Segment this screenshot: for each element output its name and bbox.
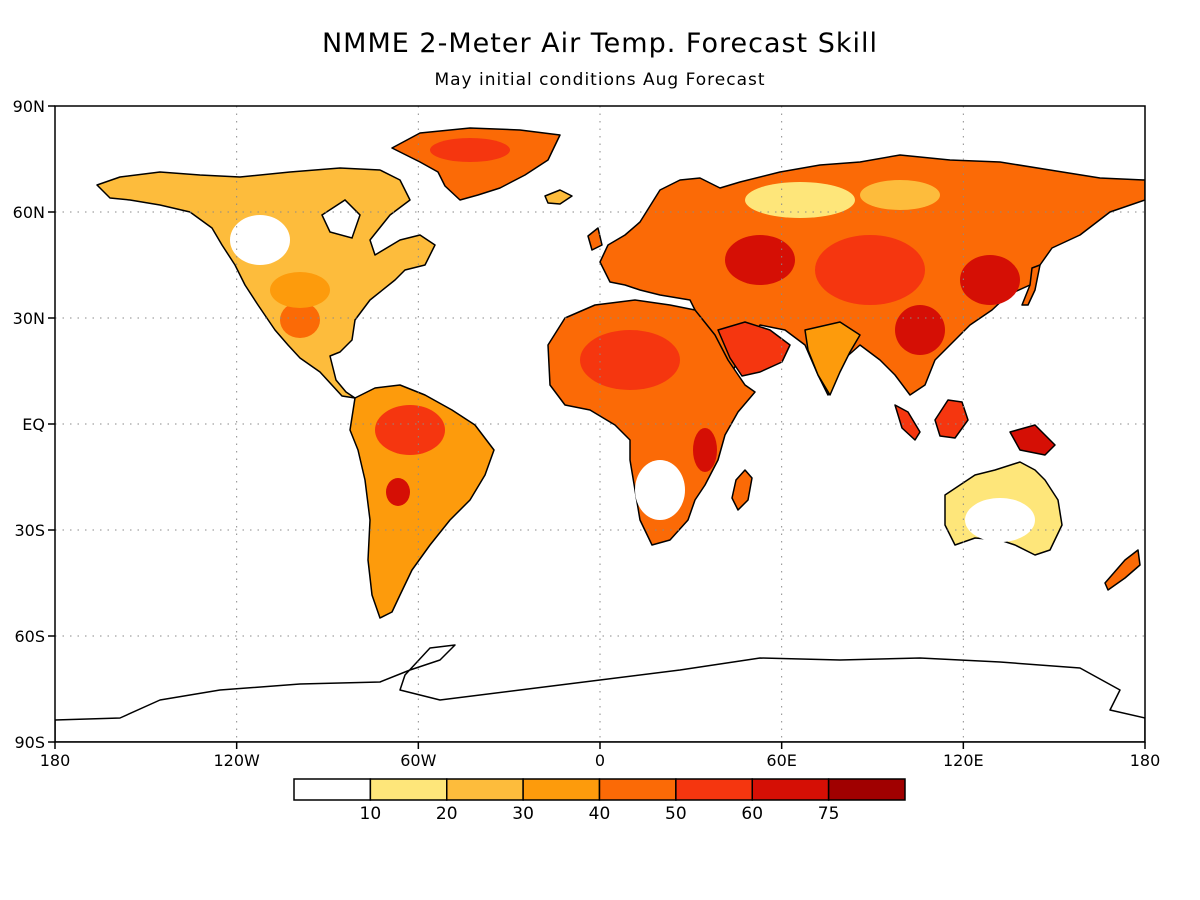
map-title: NMME 2-Meter Air Temp. Forecast Skill <box>321 28 879 59</box>
landmass-borneo <box>934 399 969 439</box>
colorbar: 10 20 30 40 50 60 75 <box>293 778 906 824</box>
landmass-antarctica <box>55 644 1145 742</box>
colorbar-swatch <box>751 778 830 801</box>
skill-hotspots <box>230 138 1035 542</box>
landmass-british-isles <box>587 227 603 251</box>
colorbar-label: 50 <box>665 804 687 824</box>
lat-tick-label: EQ <box>22 415 45 434</box>
longitude-axis: 180 120W 60W 0 60E 120E 180 <box>40 742 1161 770</box>
colorbar-swatch <box>369 778 448 801</box>
skill-field <box>55 127 1145 742</box>
colorbar-label: 30 <box>512 804 534 824</box>
map-subtitle: May initial conditions Aug Forecast <box>434 70 766 90</box>
colorbar-swatch <box>827 778 906 801</box>
lat-tick-label: 60S <box>14 627 45 646</box>
lon-tick-label: 180 <box>40 751 71 770</box>
landmass-new-zealand <box>1104 549 1141 591</box>
colorbar-label: 10 <box>360 804 382 824</box>
colorbar-swatch <box>522 778 601 801</box>
lat-tick-label: 90N <box>13 97 45 116</box>
hudson-bay <box>321 199 361 239</box>
colorbar-label: 20 <box>436 804 458 824</box>
landmass-japan <box>1021 264 1041 306</box>
landmass-iceland <box>544 189 573 205</box>
colorbar-label: 60 <box>741 804 763 824</box>
colorbar-swatch <box>598 778 677 801</box>
lon-tick-label: 60W <box>400 751 436 770</box>
lon-tick-label: 0 <box>595 751 605 770</box>
lon-tick-label: 180 <box>1130 751 1161 770</box>
colorbar-label: 40 <box>589 804 611 824</box>
colorbar-swatch <box>675 778 753 801</box>
landmass-madagascar <box>731 469 753 511</box>
landmass-india <box>804 321 861 396</box>
graticule <box>55 106 1145 742</box>
colorbar-label: 75 <box>818 804 840 824</box>
lat-tick-label: 30N <box>13 309 45 328</box>
lon-tick-label: 120E <box>943 751 984 770</box>
lat-tick-label: 60N <box>13 203 45 222</box>
lon-tick-label: 60E <box>766 751 796 770</box>
lat-tick-label: 30S <box>14 521 45 540</box>
landmass-new-guinea <box>1009 424 1056 456</box>
lon-tick-label: 120W <box>213 751 260 770</box>
lat-tick-label: 90S <box>14 733 45 752</box>
colorbar-swatch <box>446 778 524 801</box>
latitude-axis: 90N 60N 30N EQ 30S 60S 90S <box>13 97 55 752</box>
colorbar-swatch <box>293 778 372 801</box>
landmass-sumatra <box>894 404 921 441</box>
